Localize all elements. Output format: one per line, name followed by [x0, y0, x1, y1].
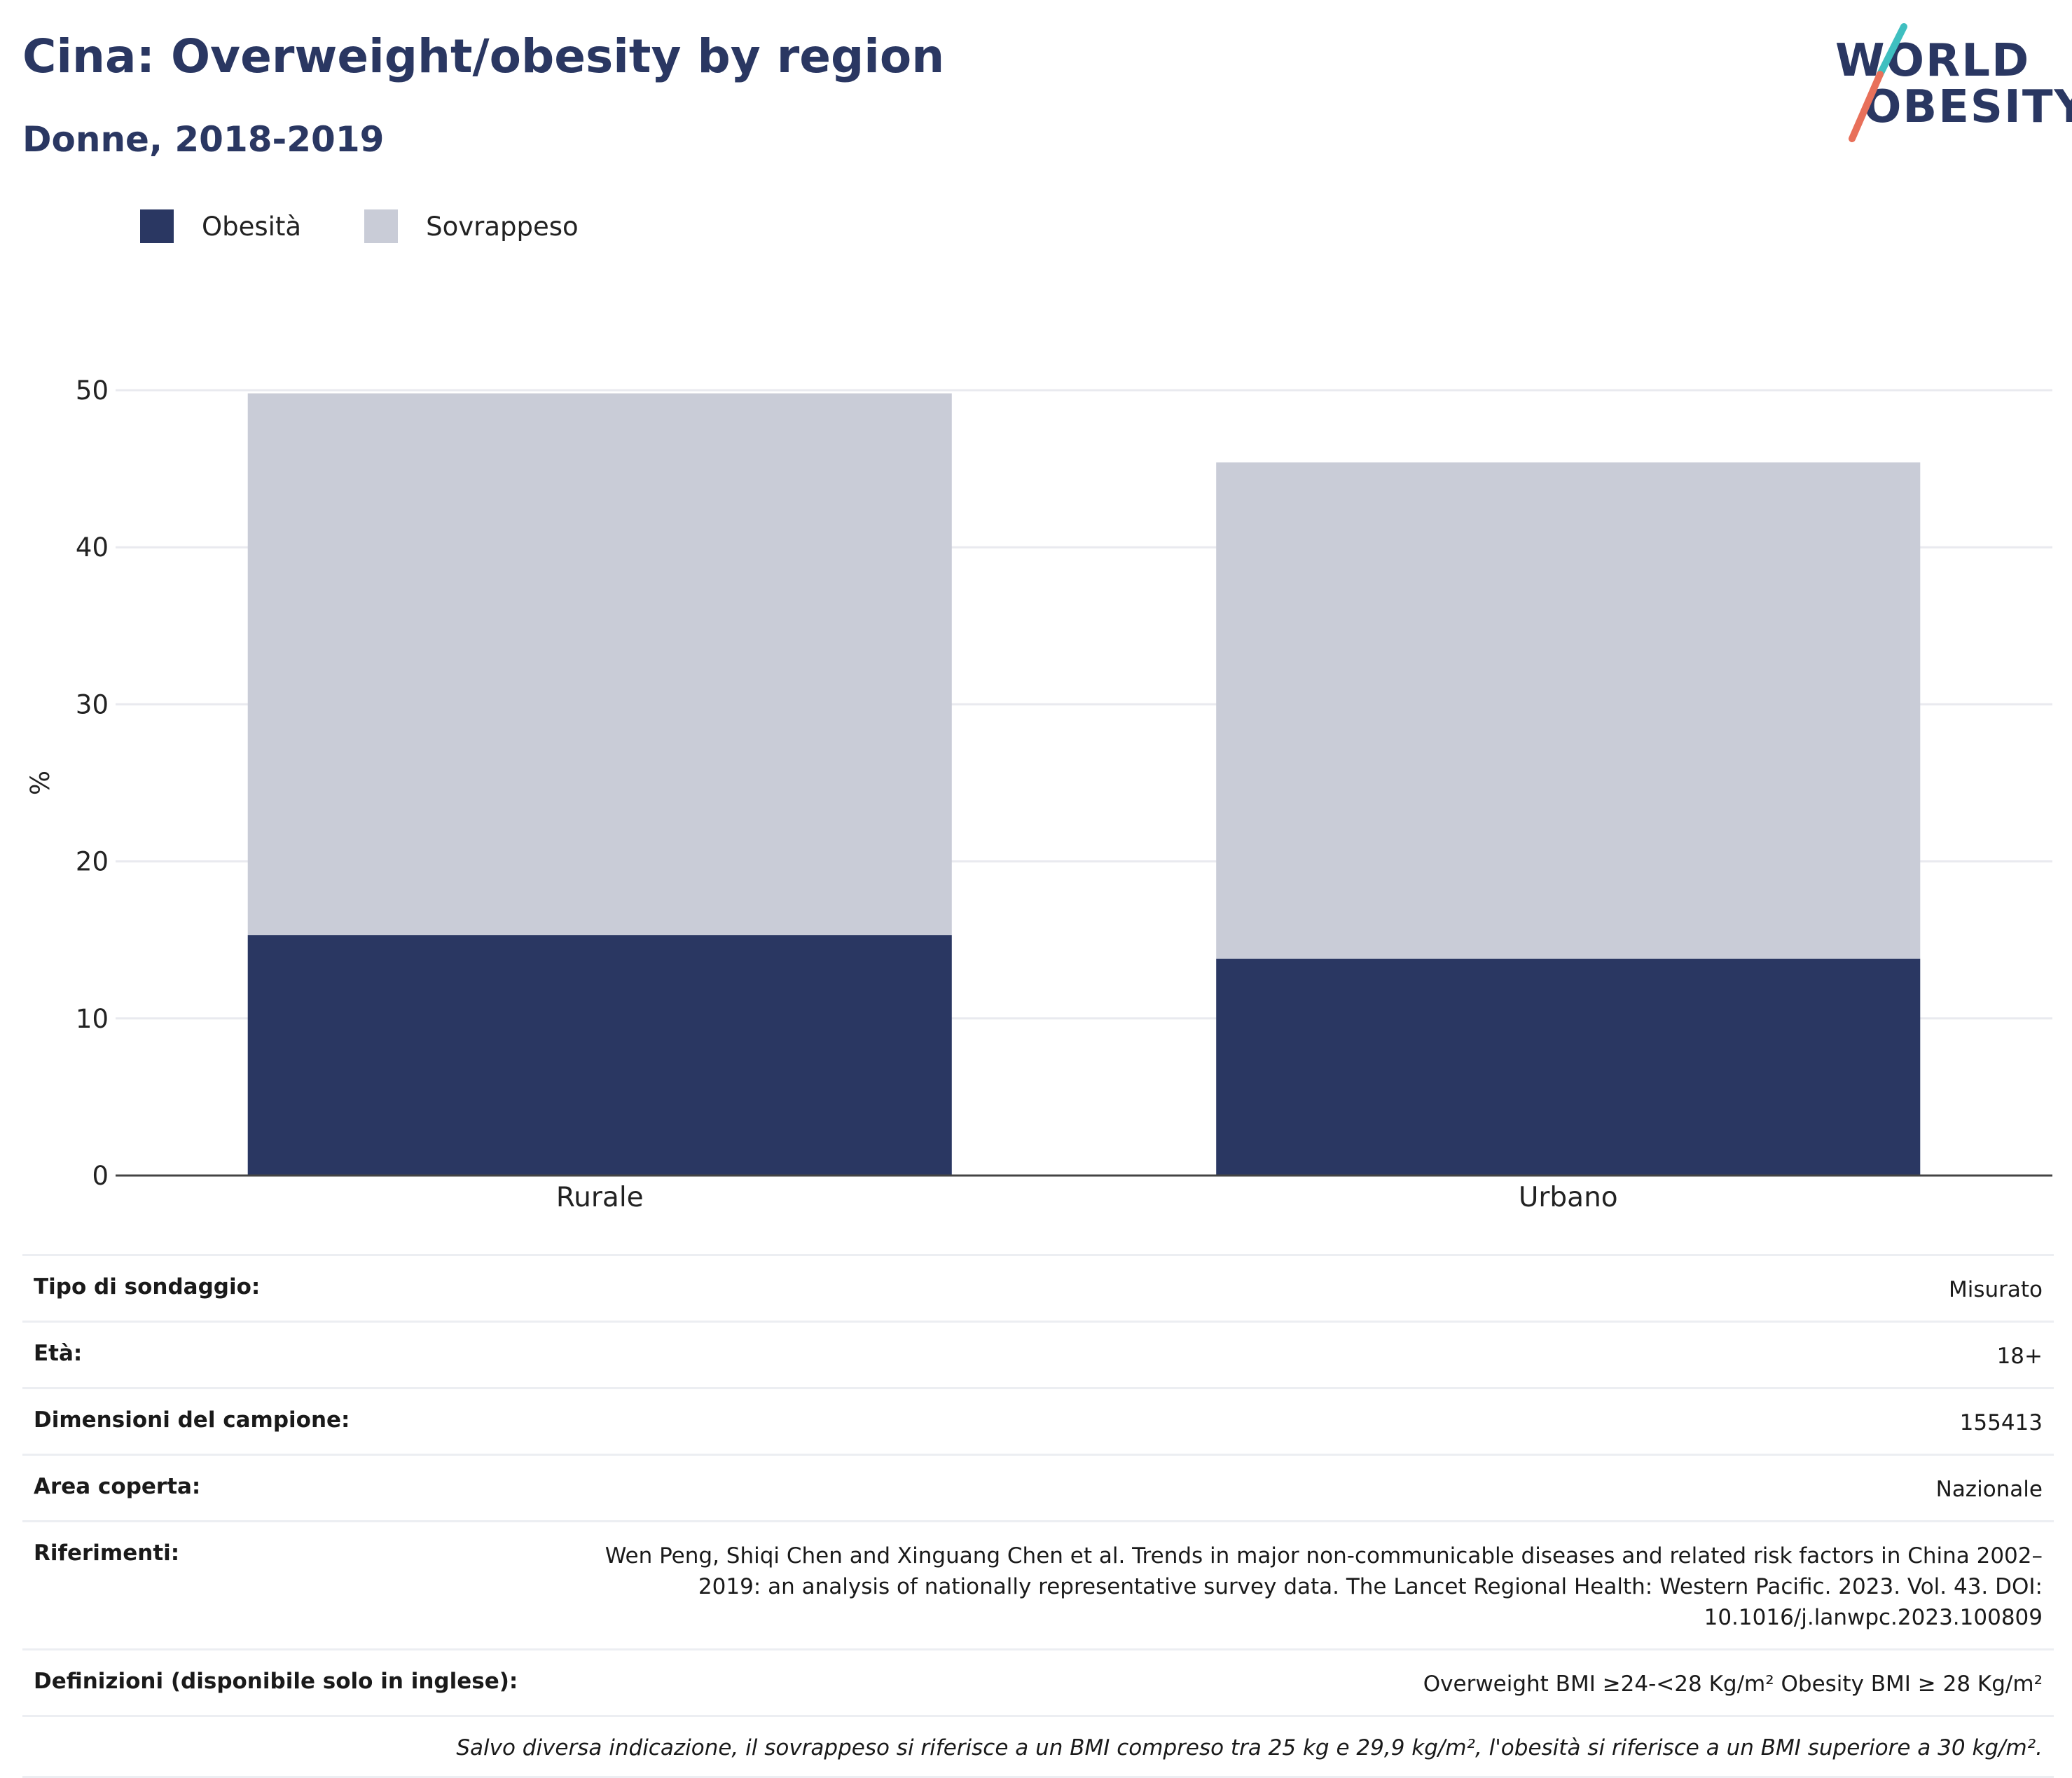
info-row: Tipo di sondaggio: Misurato — [22, 1254, 2054, 1321]
world-obesity-logo: WORLD OBESITY — [1821, 20, 2072, 153]
info-row: Definizioni (disponibile solo in inglese… — [22, 1648, 2054, 1715]
info-value-survey-type: Misurato — [1948, 1277, 2043, 1302]
info-row: Area coperta: Nazionale — [22, 1454, 2054, 1520]
info-label-area-covered: Area coperta: — [34, 1474, 201, 1499]
info-row: Riferimenti: Wen Peng, Shiqi Chen and Xi… — [22, 1520, 2054, 1648]
bar-overweight-rurale — [247, 393, 952, 935]
bmi-definition-note: Salvo diversa indicazione, il sovrappeso… — [456, 1735, 2043, 1760]
stacked-bar-chart: 0 10 20 30 40 50% Rurale Urbano — [25, 375, 2052, 1213]
y-tick-label: 20 — [76, 847, 109, 877]
logo-word-obesity: OBESITY — [1863, 81, 2072, 133]
y-tick-label: 40 — [76, 532, 109, 563]
bar-overweight-urbano — [1216, 462, 1921, 959]
info-row: Salvo diversa indicazione, il sovrappeso… — [22, 1715, 2054, 1778]
legend-swatch-obesity — [140, 209, 174, 243]
info-row: Età: 18+ — [22, 1321, 2054, 1387]
y-tick-label: 0 — [92, 1161, 109, 1191]
logo-word-world: WORLD — [1835, 35, 2031, 87]
logo-slash-icon — [1849, 23, 1907, 142]
y-axis-label: % — [25, 771, 55, 795]
y-tick-label: 50 — [76, 375, 109, 406]
x-tick-label: Urbano — [1519, 1182, 1618, 1213]
survey-info-table: Tipo di sondaggio: Misurato Età: 18+ Dim… — [22, 1254, 2054, 1778]
legend-label-obesity: Obesità — [202, 211, 302, 242]
info-label-survey-type: Tipo di sondaggio: — [34, 1274, 261, 1300]
legend-label-overweight: Sovrappeso — [426, 211, 579, 242]
y-tick-label: 30 — [76, 689, 109, 719]
x-tick-label: Rurale — [556, 1182, 644, 1213]
chart-title: Cina: Overweight/obesity by region — [22, 29, 945, 83]
legend-swatch-overweight — [364, 209, 399, 243]
chart-legend: Obesità Sovrappeso — [140, 207, 642, 245]
y-tick-label: 10 — [76, 1004, 109, 1034]
info-value-age: 18+ — [1996, 1344, 2043, 1369]
info-value-sample-size: 155413 — [1959, 1410, 2043, 1435]
info-value-area-covered: Nazionale — [1935, 1477, 2043, 1502]
info-label-definitions: Definizioni (disponibile solo in inglese… — [34, 1669, 518, 1694]
info-value-references: Wen Peng, Shiqi Chen and Xinguang Chen e… — [605, 1543, 2043, 1630]
chart-subtitle: Donne, 2018-2019 — [22, 119, 385, 160]
legend-item-overweight: Sovrappeso — [364, 209, 579, 243]
bar-obesity-urbano — [1216, 958, 1921, 1176]
info-value-definitions: Overweight BMI ≥24-<28 Kg/m² Obesity BMI… — [1423, 1672, 2043, 1697]
bar-obesity-rurale — [247, 935, 952, 1176]
legend-item-obesity: Obesità — [140, 209, 301, 243]
info-label-sample-size: Dimensioni del campione: — [34, 1407, 350, 1433]
info-label-references: Riferimenti: — [34, 1541, 180, 1566]
info-row: Dimensioni del campione: 155413 — [22, 1387, 2054, 1454]
info-label-age: Età: — [34, 1341, 83, 1366]
